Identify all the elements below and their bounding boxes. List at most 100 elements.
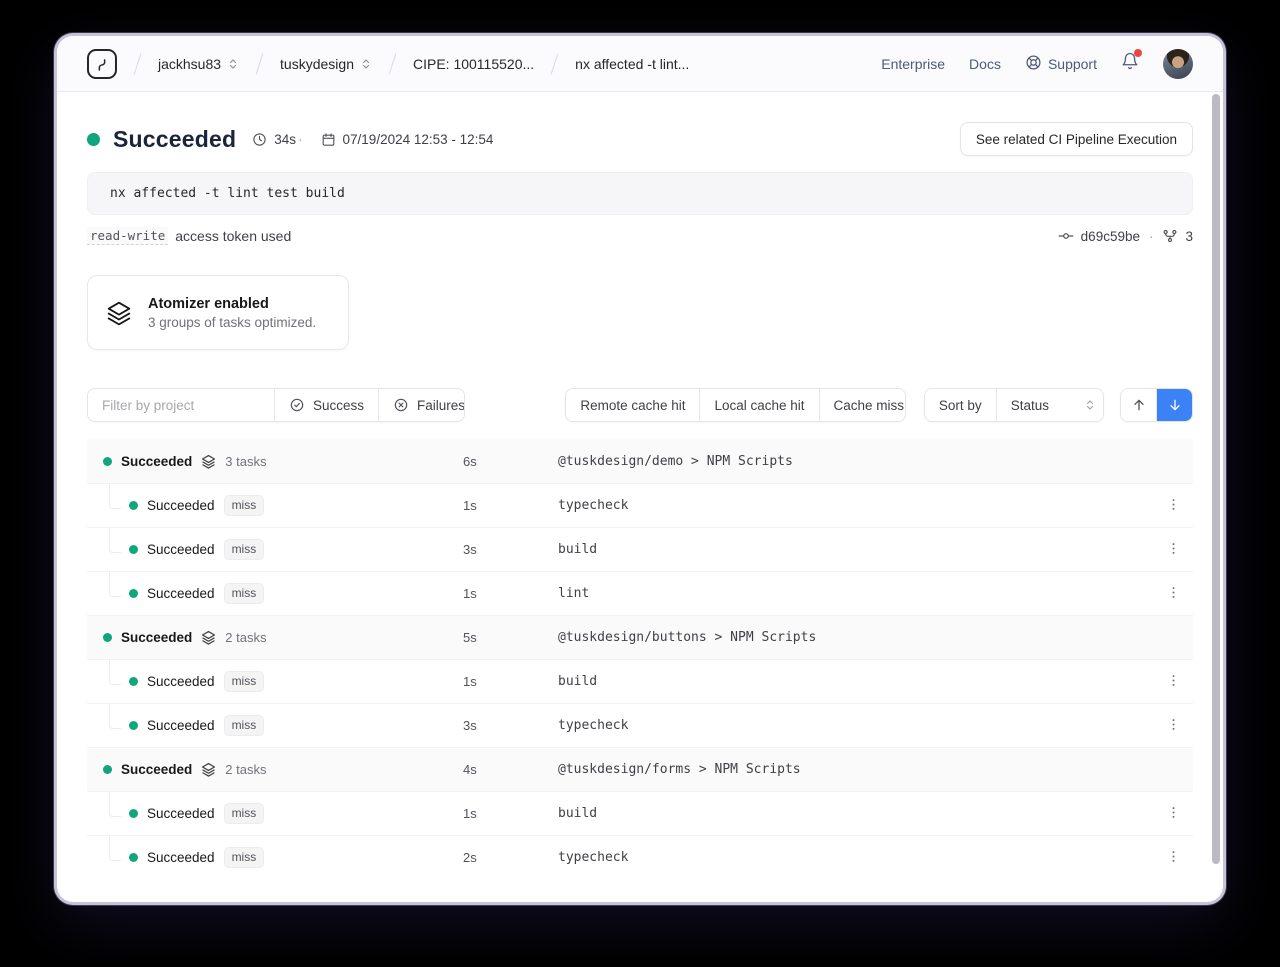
failures-filter-button[interactable]: Failures — [378, 389, 465, 421]
meta-separator: · — [298, 131, 303, 147]
kebab-icon — [1166, 541, 1181, 559]
tree-connector — [109, 571, 121, 597]
success-filter-button[interactable]: Success — [274, 389, 379, 421]
notification-badge — [1134, 49, 1142, 57]
row-duration: 1s — [463, 806, 477, 821]
tasks-count: 3 tasks — [225, 453, 267, 469]
success-filter-label: Success — [313, 397, 365, 413]
scrollbar[interactable] — [1211, 94, 1221, 896]
project-filter-group: Success Failures — [87, 388, 466, 422]
failures-filter-label: Failures — [417, 397, 466, 413]
breadcrumb-run[interactable]: nx affected -t lint... — [575, 56, 689, 72]
arrow-down-icon — [1167, 397, 1183, 413]
x-circle-icon — [393, 397, 409, 413]
status-dot — [129, 589, 138, 598]
row-menu-button[interactable] — [1159, 536, 1187, 564]
scrollbar-thumb[interactable] — [1212, 94, 1220, 864]
notifications-button[interactable] — [1121, 49, 1142, 75]
row-menu-button[interactable] — [1159, 712, 1187, 740]
filter-by-project-input[interactable] — [88, 389, 274, 421]
cache-status-badge: miss — [223, 583, 265, 604]
task-list: Succeeded 3 tasks 6s @tuskdesign/demo > … — [87, 439, 1193, 879]
nav-link-support[interactable]: Support — [1025, 54, 1097, 74]
tree-connector — [109, 791, 121, 817]
row-name: @tuskdesign/demo > NPM Scripts — [558, 453, 793, 469]
task-row[interactable]: Succeeded miss 1s lint — [87, 571, 1193, 615]
commit-and-branch-info: d69c59be · 3 — [1058, 228, 1193, 244]
nx-cloud-logo[interactable] — [87, 48, 117, 79]
filter-bar: Success Failures Remote cache hit Local … — [87, 388, 1193, 422]
task-group-row[interactable]: Succeeded 2 tasks 4s @tuskdesign/forms >… — [87, 747, 1193, 791]
run-date-range-value: 07/19/2024 12:53 - 12:54 — [342, 131, 494, 147]
sort-ascending-button[interactable] — [1120, 389, 1157, 421]
task-row[interactable]: Succeeded miss 1s build — [87, 791, 1193, 835]
top-navigation-bar: jackhsu83 tuskydesign CIPE: 100115520...… — [57, 36, 1223, 92]
row-status-label: Succeeded — [121, 762, 193, 777]
remote-cache-hit-button[interactable]: Remote cache hit — [566, 389, 700, 421]
see-related-cipe-button[interactable]: See related CI Pipeline Execution — [959, 122, 1193, 156]
kebab-icon — [1166, 673, 1181, 691]
sort-descending-button[interactable] — [1156, 389, 1192, 421]
row-duration: 4s — [463, 762, 477, 777]
breadcrumb-workspace-selector[interactable]: tuskydesign — [280, 56, 372, 72]
row-menu-button[interactable] — [1159, 668, 1187, 696]
clock-icon — [252, 132, 267, 147]
kebab-icon — [1166, 497, 1181, 515]
status-dot — [129, 809, 138, 818]
run-status-header: Succeeded 34s · 07/19/2024 12:53 - 12:54… — [87, 122, 1193, 156]
task-row[interactable]: Succeeded miss 1s build — [87, 659, 1193, 703]
main-content: Succeeded 3 4s · 07/19/2024 12:53 - 12:54… — [57, 122, 1223, 879]
tasks-count: 2 tasks — [225, 762, 267, 777]
row-duration: 3s — [463, 718, 477, 733]
branch-count[interactable]: 3 — [1185, 228, 1193, 244]
git-fork-icon — [1162, 228, 1178, 244]
row-status-label: Succeeded — [147, 542, 215, 557]
status-dot — [129, 853, 138, 862]
row-name: typecheck — [558, 498, 629, 513]
row-duration: 1s — [463, 674, 477, 689]
commit-icon — [1058, 228, 1074, 244]
local-cache-hit-button[interactable]: Local cache hit — [699, 389, 819, 421]
breadcrumb-cipe[interactable]: CIPE: 100115520... — [413, 56, 534, 72]
task-row[interactable]: Succeeded miss 3s build — [87, 527, 1193, 571]
sort-by-select[interactable]: Status — [995, 389, 1103, 421]
commit-sha[interactable]: d69c59be — [1080, 228, 1140, 244]
tree-connector — [109, 703, 121, 729]
nav-link-enterprise[interactable]: Enterprise — [881, 55, 946, 72]
row-menu-button[interactable] — [1159, 844, 1187, 872]
task-group-row[interactable]: Succeeded 3 tasks 6s @tuskdesign/demo > … — [87, 439, 1193, 483]
user-avatar[interactable] — [1163, 48, 1193, 79]
layers-icon — [106, 300, 132, 326]
breadcrumb-org-selector[interactable]: jackhsu83 — [158, 56, 239, 72]
sort-by-label: Sort by — [924, 389, 996, 421]
sort-control: Sort by Status — [923, 388, 1104, 422]
row-menu-button[interactable] — [1159, 492, 1187, 520]
cache-miss-button[interactable]: Cache miss — [818, 389, 905, 421]
task-row[interactable]: Succeeded miss 3s typecheck — [87, 703, 1193, 747]
kebab-icon — [1166, 849, 1181, 867]
breadcrumb-run-label: nx affected -t lint... — [575, 55, 690, 72]
layers-icon — [201, 630, 216, 645]
command-box: nx affected -t lint test build — [87, 172, 1193, 215]
row-duration: 1s — [463, 586, 477, 601]
row-menu-button[interactable] — [1159, 800, 1187, 828]
task-row[interactable]: Succeeded miss 1s typecheck — [87, 483, 1193, 527]
row-name: build — [558, 542, 598, 557]
breadcrumb-separator — [550, 52, 559, 75]
tree-connector — [109, 527, 121, 553]
chevron-up-down-icon — [360, 57, 372, 71]
cache-filter-group: Remote cache hit Local cache hit Cache m… — [565, 388, 906, 422]
atomizer-card[interactable]: Atomizer enabled 3 groups of tasks optim… — [87, 275, 349, 350]
breadcrumb-workspace-label: tuskydesign — [280, 55, 354, 72]
row-name: typecheck — [558, 718, 629, 733]
task-group-row[interactable]: Succeeded 2 tasks 5s @tuskdesign/buttons… — [87, 615, 1193, 659]
row-name: build — [558, 806, 598, 821]
row-name: lint — [558, 586, 590, 601]
nav-link-support-label: Support — [1047, 55, 1097, 72]
tasks-count: 2 tasks — [225, 630, 267, 645]
breadcrumb-separator — [133, 52, 142, 75]
cache-status-badge: miss — [223, 803, 265, 824]
nav-link-docs[interactable]: Docs — [969, 55, 1001, 72]
task-row[interactable]: Succeeded miss 2s typecheck — [87, 835, 1193, 879]
row-menu-button[interactable] — [1159, 580, 1187, 608]
